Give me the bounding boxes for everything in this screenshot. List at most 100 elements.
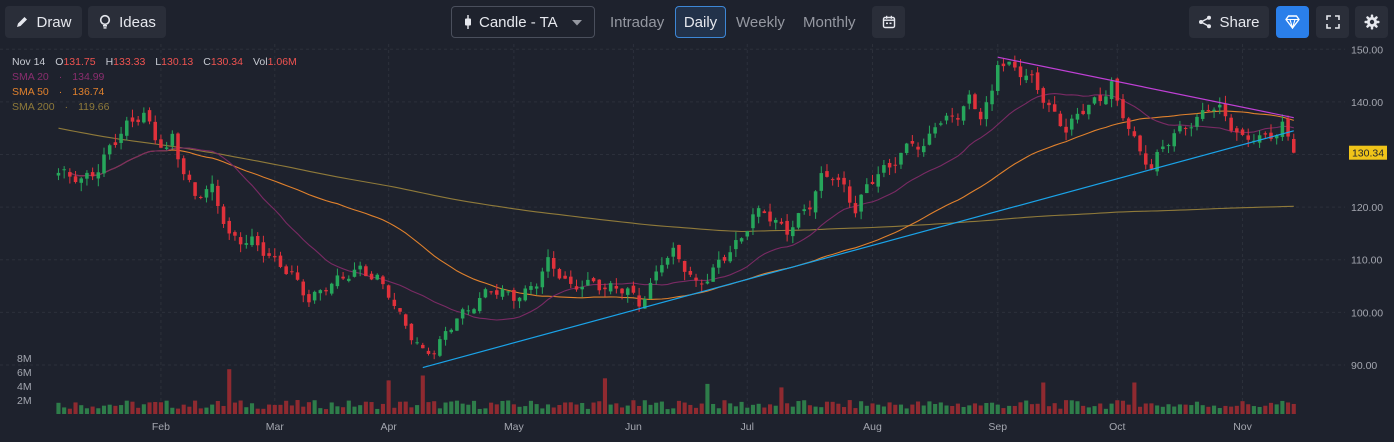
candle-body [301,281,306,296]
candle-body [398,308,402,312]
candle [255,232,260,252]
candle-body [125,120,129,136]
volume-bar [409,407,414,414]
toolbar: Draw Ideas Candle - TA Intraday Daily We… [0,0,1394,44]
candle [745,231,750,241]
candle-body [1240,129,1245,135]
candle-body [546,257,550,272]
candle [1257,130,1262,148]
volume-bar [1126,404,1131,414]
candle [1161,139,1165,153]
volume-bar [779,387,784,414]
volume-bar [961,406,966,414]
candle [164,141,169,151]
volume-tick-label: 6M [17,367,32,379]
volume-bar [534,404,539,414]
volume-tick-label: 8M [17,353,32,365]
candle-body [654,271,658,281]
candle [540,267,545,294]
candle-body [1104,96,1108,105]
volume-bar [1018,402,1023,414]
candle-body [85,172,89,179]
candle [699,279,704,292]
candle-body [421,344,425,349]
volume-bar [693,407,699,414]
legend-sma200[interactable]: SMA 200 · 119.66 [12,101,110,113]
volume-bar [1217,408,1222,414]
candle [1155,149,1159,176]
timeframe-weekly[interactable]: Weekly [736,13,785,31]
candle [944,112,949,125]
calendar-button[interactable] [872,6,905,38]
candle [796,212,801,230]
candle-body [882,165,886,173]
candle-body [1143,153,1148,165]
candle-body [392,299,397,306]
candle-body [529,286,533,290]
draw-button[interactable]: Draw [5,6,82,38]
candle [887,158,892,175]
share-button[interactable]: Share [1189,6,1269,38]
candle-body [347,278,351,281]
volume-bar [859,401,864,414]
candle [495,284,499,299]
timeframe-monthly[interactable]: Monthly [803,13,856,31]
premium-button[interactable] [1276,6,1309,38]
candle [381,275,385,290]
candle [386,284,391,300]
legend-sma20[interactable]: SMA 20 · 134.99 [12,71,105,83]
volume-bar [432,401,437,414]
candle-body [1138,135,1142,152]
candle-body [244,243,249,245]
volume-bar [876,404,881,414]
volume-bar [1251,406,1256,414]
volume-bar [1001,408,1006,414]
candle [961,105,966,125]
chevron-down-icon [572,20,582,26]
candle-body [899,152,903,165]
volume-bar [978,405,983,414]
candle [1030,70,1034,83]
volume-bar [767,404,773,414]
candle [910,135,915,147]
volume-bar [119,405,124,414]
volume-bar [261,408,266,414]
timeframe-intraday[interactable]: Intraday [610,13,665,31]
candle-body [375,274,380,280]
candle-body [995,65,1000,91]
candle-body [620,288,624,294]
volume-bar [267,404,272,414]
volume-bar [494,404,499,414]
price-tick-label: 90.00 [1351,360,1377,372]
candle-body [90,172,95,177]
candle-body [574,286,579,290]
timeframe-daily[interactable]: Daily [675,6,726,38]
volume-bar [318,408,323,414]
volume-bar [1029,404,1034,414]
ideas-button[interactable]: Ideas [88,6,166,38]
legend-sma50[interactable]: SMA 50 · 136.74 [12,86,105,98]
month-label: Aug [863,421,882,433]
candle-body [318,290,323,294]
chart-legend: Nov 14 O131.75 H133.33 L130.13 C130.34 V… [12,55,297,115]
settings-button[interactable] [1355,6,1388,38]
candle-body [859,194,863,212]
candle [56,168,61,181]
month-label: Apr [380,421,397,433]
candle [1092,96,1097,106]
volume-bar [1046,406,1052,414]
candle [449,328,454,334]
candle-body [1041,88,1046,103]
volume-bar [415,405,420,414]
candle [1200,102,1205,122]
candle [477,292,482,314]
chart-type-dropdown[interactable]: Candle - TA [451,6,595,38]
candle-body [1257,135,1262,143]
fullscreen-button[interactable] [1316,6,1349,38]
candle [176,132,180,168]
candle [199,195,203,200]
volume-bar [460,403,465,414]
candle [1178,120,1182,134]
legend-date: Nov 14 [12,56,46,68]
price-chart[interactable]: 90.00100.00110.00120.00130.00140.00150.0… [0,44,1394,442]
